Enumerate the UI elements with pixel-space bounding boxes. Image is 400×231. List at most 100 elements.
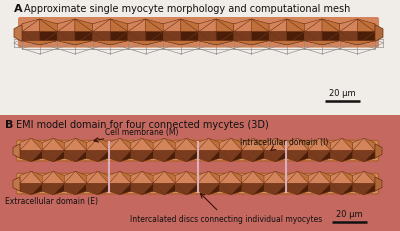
Text: Extracellular domain (E): Extracellular domain (E) [5, 197, 98, 206]
Polygon shape [181, 20, 198, 33]
Polygon shape [231, 139, 242, 151]
Text: B: B [5, 119, 13, 129]
Polygon shape [287, 33, 304, 46]
Polygon shape [253, 139, 264, 151]
Polygon shape [353, 158, 375, 162]
Polygon shape [40, 20, 57, 33]
Polygon shape [128, 33, 146, 46]
Polygon shape [131, 191, 153, 195]
Polygon shape [42, 158, 64, 162]
Polygon shape [220, 191, 242, 195]
Polygon shape [142, 139, 153, 151]
Polygon shape [153, 191, 175, 195]
Polygon shape [64, 171, 86, 176]
Polygon shape [198, 139, 220, 143]
Polygon shape [86, 139, 109, 151]
Polygon shape [242, 158, 264, 162]
Polygon shape [322, 20, 340, 33]
Polygon shape [86, 184, 98, 195]
Polygon shape [110, 20, 128, 33]
FancyBboxPatch shape [16, 141, 378, 161]
Polygon shape [340, 33, 357, 46]
Polygon shape [353, 171, 375, 184]
Polygon shape [322, 20, 340, 33]
Polygon shape [320, 151, 331, 162]
Polygon shape [164, 184, 175, 195]
Text: Cell membrane (M): Cell membrane (M) [94, 127, 178, 143]
Polygon shape [131, 151, 153, 162]
Polygon shape [75, 20, 92, 33]
Polygon shape [342, 171, 353, 184]
Polygon shape [153, 158, 175, 162]
Polygon shape [42, 184, 64, 195]
Polygon shape [57, 42, 92, 46]
Polygon shape [146, 33, 163, 46]
Polygon shape [92, 20, 110, 33]
Polygon shape [42, 171, 64, 176]
Polygon shape [109, 139, 131, 151]
Polygon shape [242, 151, 264, 162]
Polygon shape [320, 139, 331, 151]
Polygon shape [297, 171, 308, 184]
Polygon shape [320, 171, 331, 184]
Polygon shape [98, 151, 109, 162]
Polygon shape [181, 33, 198, 46]
Polygon shape [308, 171, 331, 176]
Polygon shape [163, 33, 181, 46]
Polygon shape [76, 151, 86, 162]
Polygon shape [86, 171, 98, 184]
Polygon shape [64, 151, 76, 162]
Polygon shape [22, 33, 40, 46]
Polygon shape [42, 171, 64, 184]
Polygon shape [64, 139, 76, 151]
Polygon shape [304, 20, 322, 33]
Polygon shape [175, 151, 198, 162]
Polygon shape [42, 139, 64, 143]
Polygon shape [175, 139, 198, 143]
Polygon shape [220, 184, 242, 195]
Polygon shape [286, 139, 308, 151]
Polygon shape [242, 151, 253, 162]
Polygon shape [109, 184, 131, 195]
Polygon shape [216, 33, 234, 46]
Text: 20 μm: 20 μm [329, 89, 356, 97]
Polygon shape [153, 139, 175, 151]
Text: 20 μm: 20 μm [336, 210, 363, 219]
Polygon shape [64, 139, 86, 143]
Polygon shape [231, 151, 242, 162]
Polygon shape [120, 171, 131, 184]
Polygon shape [153, 171, 175, 184]
Polygon shape [269, 33, 287, 46]
Polygon shape [186, 139, 198, 151]
Polygon shape [304, 33, 322, 46]
Polygon shape [269, 42, 304, 46]
Polygon shape [364, 151, 375, 162]
Polygon shape [331, 171, 342, 184]
Polygon shape [331, 191, 353, 195]
Polygon shape [153, 171, 164, 184]
Polygon shape [109, 184, 120, 195]
Polygon shape [120, 151, 131, 162]
Polygon shape [98, 171, 109, 184]
Polygon shape [22, 20, 40, 33]
Polygon shape [340, 33, 357, 46]
Polygon shape [186, 171, 198, 184]
Polygon shape [220, 151, 231, 162]
Polygon shape [86, 151, 98, 162]
Polygon shape [364, 184, 375, 195]
Polygon shape [331, 151, 353, 162]
Polygon shape [286, 184, 297, 195]
Polygon shape [286, 151, 308, 162]
Polygon shape [20, 139, 42, 151]
Polygon shape [20, 151, 42, 162]
Polygon shape [208, 151, 220, 162]
Polygon shape [175, 158, 198, 162]
Polygon shape [128, 33, 146, 46]
Polygon shape [163, 20, 198, 25]
Polygon shape [331, 139, 342, 151]
Polygon shape [20, 143, 375, 158]
Polygon shape [220, 171, 242, 176]
Polygon shape [216, 20, 234, 33]
Polygon shape [86, 191, 109, 195]
Polygon shape [163, 42, 198, 46]
